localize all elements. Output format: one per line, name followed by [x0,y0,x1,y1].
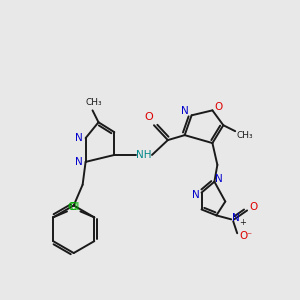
Text: +: + [239,218,246,227]
Text: N: N [192,190,200,200]
Text: N: N [181,106,189,116]
Text: O: O [214,102,223,112]
Text: N: N [232,213,240,224]
Text: ⁻: ⁻ [247,231,252,241]
Text: O: O [145,112,153,122]
Text: Cl: Cl [70,202,80,212]
Text: N: N [215,174,223,184]
Text: Cl: Cl [67,202,78,212]
Text: N: N [75,133,83,143]
Text: CH₃: CH₃ [237,130,254,140]
Text: O: O [239,231,247,241]
Text: NH: NH [136,150,152,160]
Text: O: O [249,202,257,212]
Text: CH₃: CH₃ [85,98,102,107]
Text: N: N [75,157,83,167]
